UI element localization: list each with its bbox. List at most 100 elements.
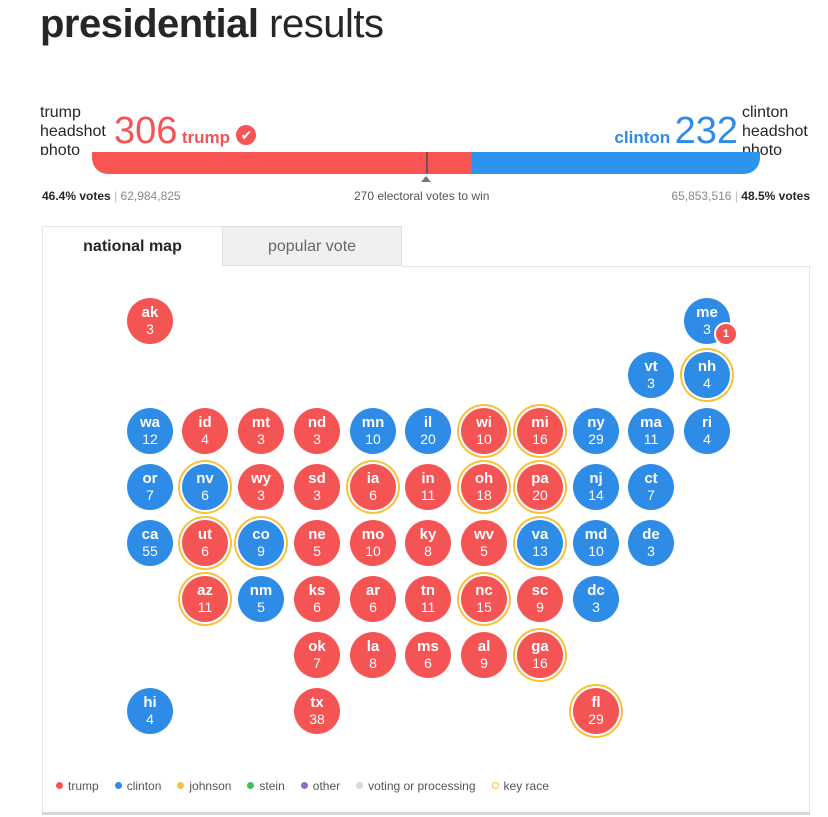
legend-item: trump: [56, 778, 99, 794]
state-tile-al[interactable]: al 9: [461, 632, 507, 678]
state-electoral-votes: 5: [480, 543, 488, 559]
tab-national-map[interactable]: national map: [42, 226, 222, 266]
state-tile-ia[interactable]: ia 6: [350, 464, 396, 510]
state-tile-ky[interactable]: ky 8: [405, 520, 451, 566]
state-electoral-votes: 7: [313, 655, 321, 671]
state-tile-ca[interactable]: ca 55: [127, 520, 173, 566]
state-abbr: ny: [587, 414, 605, 431]
state-tile-nj[interactable]: nj 14: [573, 464, 619, 510]
state-tile-nd[interactable]: nd 3: [294, 408, 340, 454]
state-abbr: nc: [475, 582, 493, 599]
state-tile-fl[interactable]: fl 29: [573, 688, 619, 734]
state-tile-il[interactable]: il 20: [405, 408, 451, 454]
state-tile-mi[interactable]: mi 16: [517, 408, 563, 454]
state-electoral-votes: 7: [647, 487, 655, 503]
dot-icon: [247, 782, 255, 789]
legend-label: voting or processing: [368, 779, 476, 793]
legend-label: clinton: [126, 779, 162, 793]
state-abbr: wa: [139, 414, 160, 431]
legend-item: johnson: [177, 778, 231, 794]
state-tile-la[interactable]: la 8: [350, 632, 396, 678]
state-tile-ri[interactable]: ri 4: [684, 408, 730, 454]
state-electoral-votes: 38: [309, 711, 325, 727]
state-electoral-votes: 4: [703, 431, 711, 447]
dot-icon: [177, 782, 185, 789]
state-tile-nv[interactable]: nv 6: [182, 464, 228, 510]
state-tile-mt[interactable]: mt 3: [238, 408, 284, 454]
state-tile-sc[interactable]: sc 9: [517, 576, 563, 622]
state-tile-nh[interactable]: nh 4: [684, 352, 730, 398]
tab-popular-vote[interactable]: popular vote: [222, 226, 402, 266]
state-electoral-votes: 6: [313, 599, 321, 615]
state-tile-oh[interactable]: oh 18: [461, 464, 507, 510]
state-tile-tx[interactable]: tx 38: [294, 688, 340, 734]
state-tile-mo[interactable]: mo 10: [350, 520, 396, 566]
winner-check-icon: ✔: [236, 125, 257, 145]
state-electoral-votes: 11: [197, 599, 213, 615]
state-abbr: me: [696, 304, 718, 321]
state-tile-va[interactable]: va 13: [517, 520, 563, 566]
state-electoral-votes: 55: [142, 543, 158, 559]
state-abbr: ok: [308, 638, 326, 655]
state-abbr: mo: [361, 526, 385, 543]
state-tile-wy[interactable]: wy 3: [238, 464, 284, 510]
state-tile-ct[interactable]: ct 7: [628, 464, 674, 510]
dot-icon: [56, 782, 63, 789]
state-electoral-votes: 15: [476, 599, 492, 615]
state-tile-mn[interactable]: mn 10: [350, 408, 396, 454]
state-tile-wv[interactable]: wv 5: [461, 520, 507, 566]
state-tile-ak[interactable]: ak 3: [127, 298, 173, 344]
state-tile-ks[interactable]: ks 6: [294, 576, 340, 622]
state-tile-de[interactable]: de 3: [628, 520, 674, 566]
state-tile-vt[interactable]: vt 3: [628, 352, 674, 398]
state-tile-dc[interactable]: dc 3: [573, 576, 619, 622]
state-electoral-votes: 3: [313, 431, 321, 447]
state-electoral-votes: 14: [588, 487, 604, 503]
state-tile-co[interactable]: co 9: [238, 520, 284, 566]
state-abbr: md: [584, 526, 608, 543]
state-tile-ar[interactable]: ar 6: [350, 576, 396, 622]
state-tile-ut[interactable]: ut 6: [182, 520, 228, 566]
clinton-bar-segment: [471, 152, 760, 174]
clinton-electoral-summary: clinton 232: [614, 110, 738, 152]
state-tile-hi[interactable]: hi 4: [127, 688, 173, 734]
page-title: presidential results: [40, 2, 384, 46]
state-electoral-votes: 4: [201, 431, 209, 447]
state-tile-az[interactable]: az 11: [182, 576, 228, 622]
title-bold: presidential: [40, 2, 259, 46]
state-electoral-votes: 10: [365, 431, 381, 447]
state-abbr: hi: [143, 694, 157, 711]
split-vote-badge[interactable]: 1: [714, 322, 738, 346]
state-abbr: ne: [308, 526, 326, 543]
state-tile-ok[interactable]: ok 7: [294, 632, 340, 678]
trump-bar-segment: [92, 152, 472, 174]
state-electoral-votes: 7: [146, 487, 154, 503]
state-tile-wi[interactable]: wi 10: [461, 408, 507, 454]
state-abbr: nv: [196, 470, 214, 487]
state-tile-ne[interactable]: ne 5: [294, 520, 340, 566]
legend-item: clinton: [114, 778, 162, 794]
state-tile-wa[interactable]: wa 12: [127, 408, 173, 454]
state-tile-ma[interactable]: ma 11: [628, 408, 674, 454]
state-tile-or[interactable]: or 7: [127, 464, 173, 510]
state-abbr: ri: [701, 414, 712, 431]
state-electoral-votes: 3: [592, 599, 600, 615]
state-tile-nm[interactable]: nm 5: [238, 576, 284, 622]
divider: |: [734, 189, 738, 203]
state-tile-ga[interactable]: ga 16: [517, 632, 563, 678]
state-electoral-votes: 13: [532, 543, 548, 559]
state-tile-sd[interactable]: sd 3: [294, 464, 340, 510]
state-tile-tn[interactable]: tn 11: [405, 576, 451, 622]
state-electoral-votes: 6: [424, 655, 432, 671]
state-tile-in[interactable]: in 11: [405, 464, 451, 510]
state-tile-id[interactable]: id 4: [182, 408, 228, 454]
state-tile-pa[interactable]: pa 20: [517, 464, 563, 510]
state-tile-md[interactable]: md 10: [573, 520, 619, 566]
map-legend: trump clinton johnson stein other voting or p…: [56, 778, 565, 794]
state-tile-ms[interactable]: ms 6: [405, 632, 451, 678]
state-tile-ny[interactable]: ny 29: [573, 408, 619, 454]
state-abbr: ga: [531, 638, 549, 655]
state-abbr: ma: [640, 414, 662, 431]
divider: |: [114, 189, 118, 203]
state-tile-nc[interactable]: nc 15: [461, 576, 507, 622]
